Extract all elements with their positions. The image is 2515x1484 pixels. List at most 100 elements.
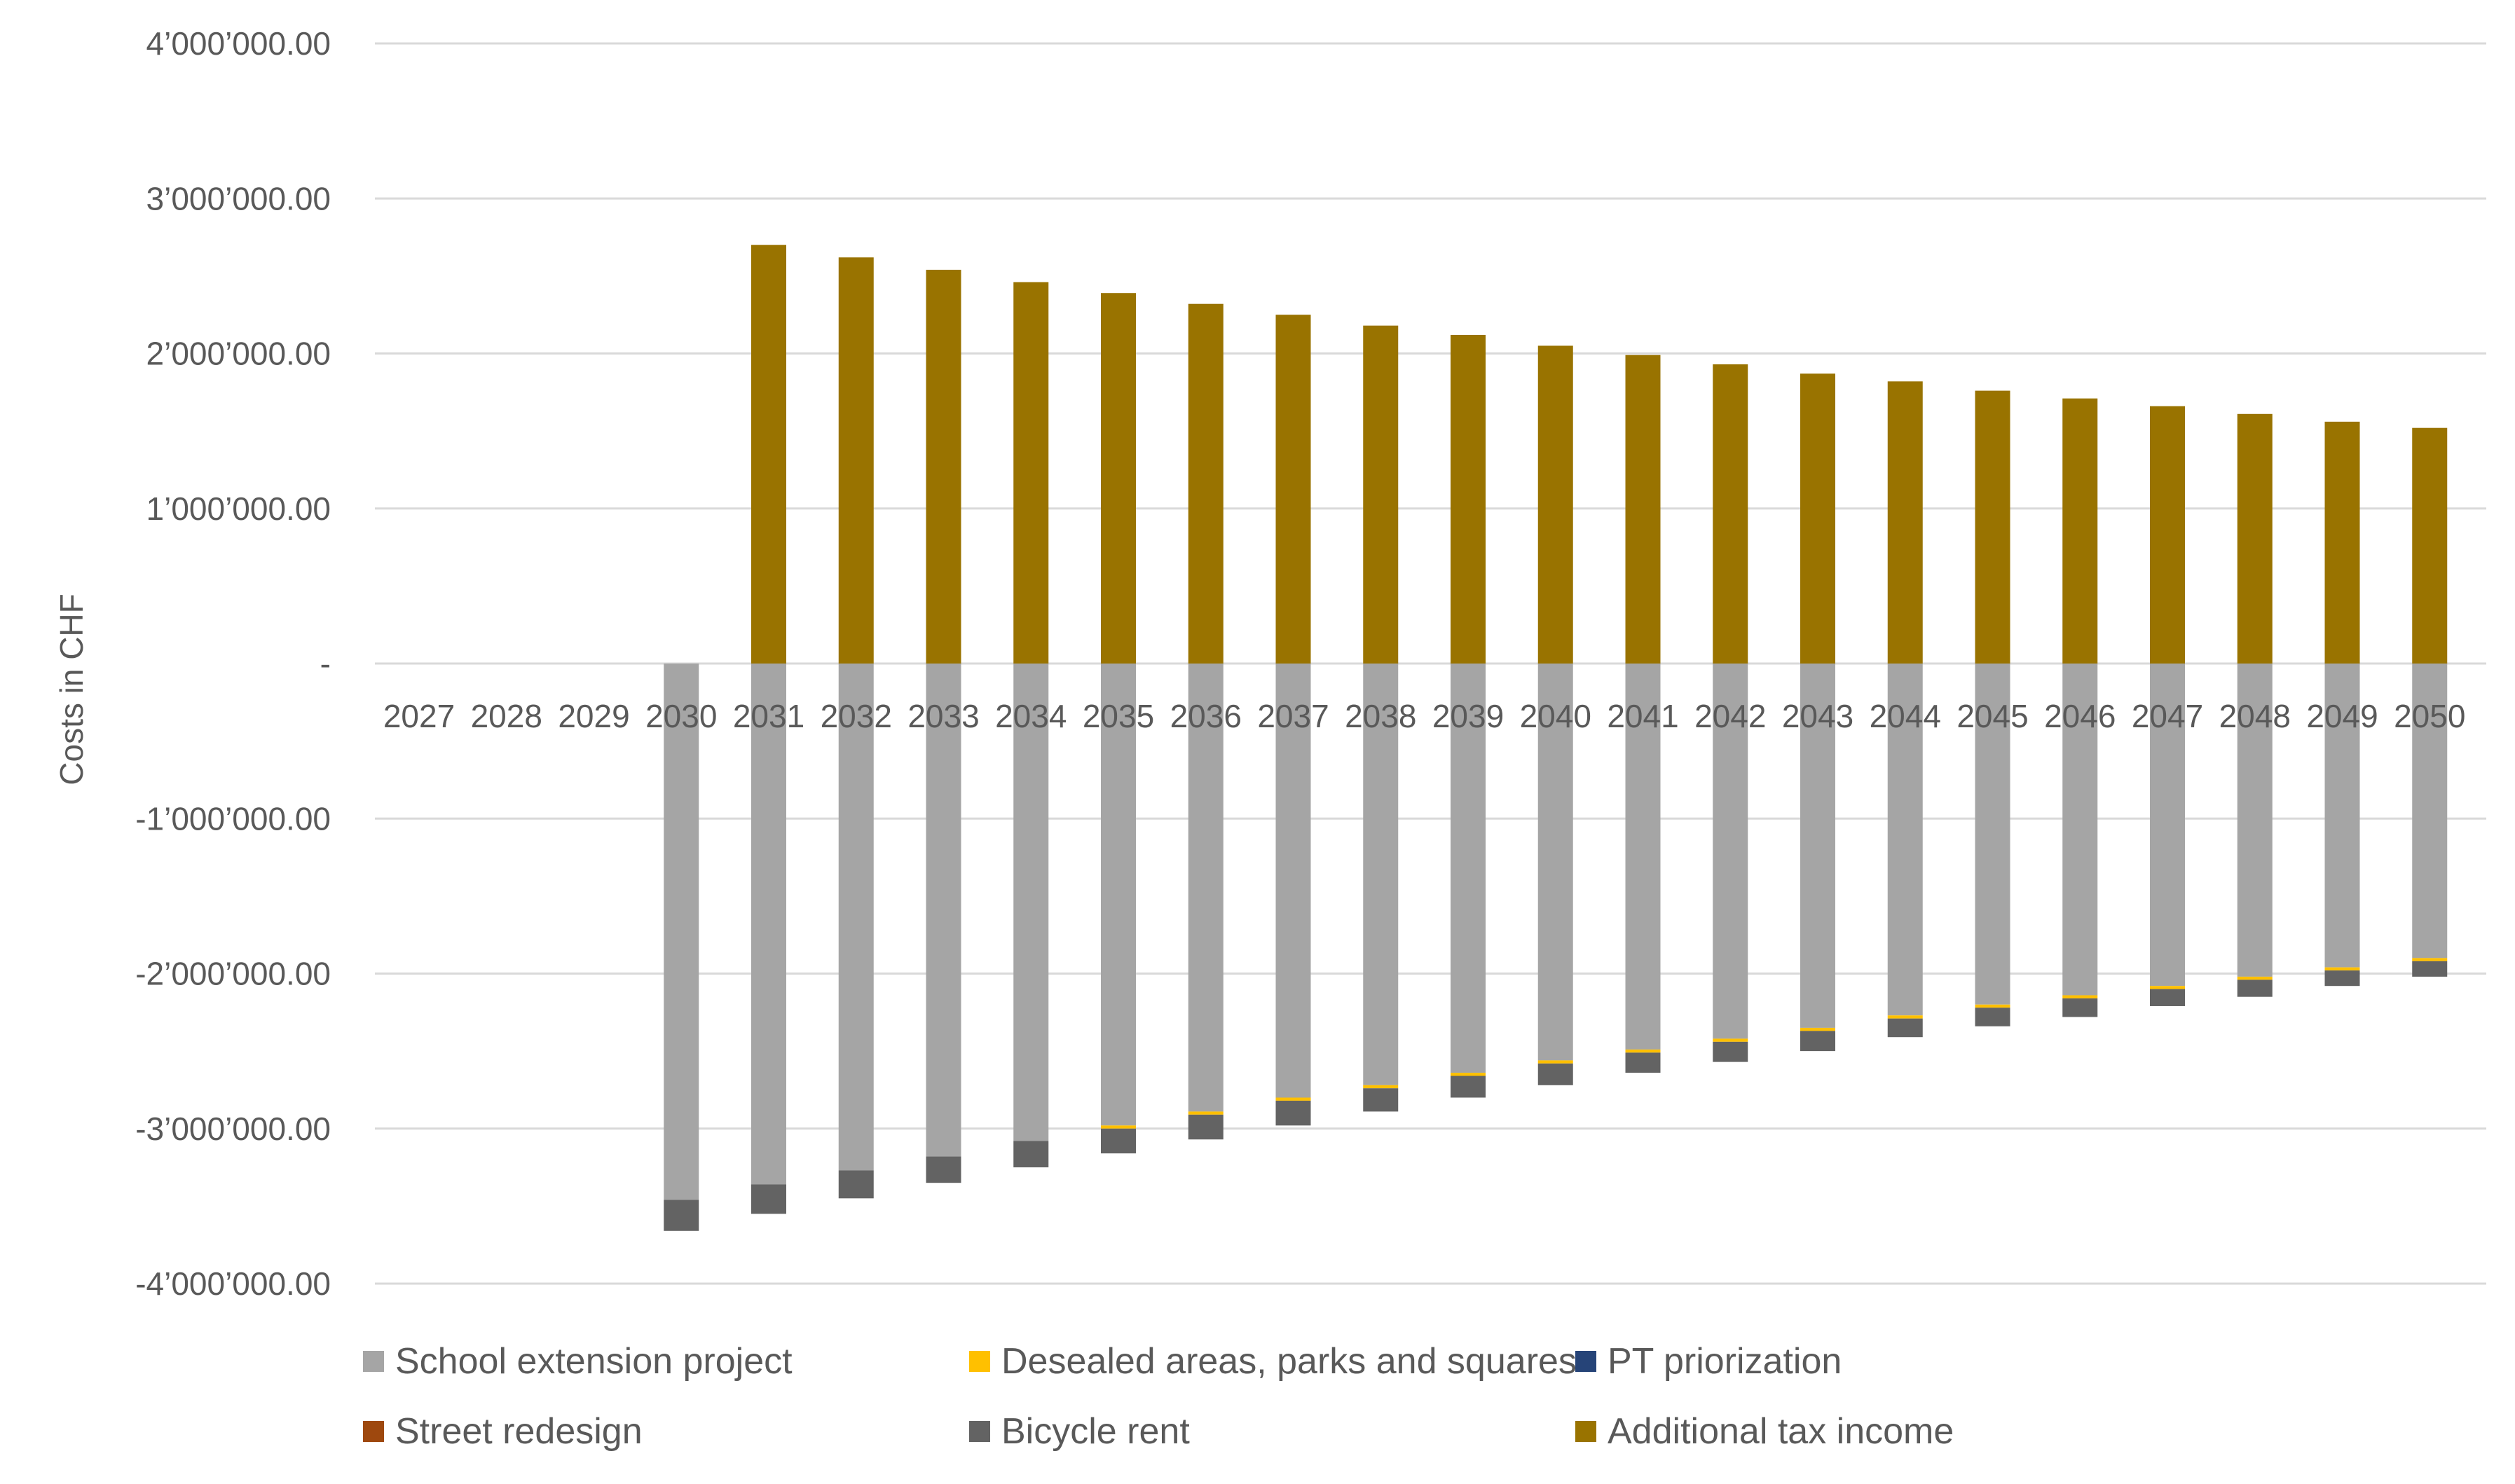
- x-tick-label: 2047: [2132, 698, 2203, 734]
- x-axis-ticks: 2027 2028 2029 2030 2031 2032 2033 2034 2035 2036…: [383, 698, 2466, 734]
- bar-additional-tax-income-2045: [1975, 390, 2010, 664]
- legend-label: PT priorization: [1608, 1341, 1842, 1382]
- bar-additional-tax-income-2034: [1013, 282, 1049, 664]
- legend-item: PT priorization: [1575, 1341, 1842, 1382]
- bar-bicycle-rent-2039: [1451, 1076, 1486, 1098]
- bar-school-extension-project-2041: [1625, 664, 1661, 1050]
- legend-swatch: [363, 1421, 384, 1442]
- x-tick-label: 2034: [995, 698, 1067, 734]
- bar-additional-tax-income-2035: [1101, 293, 1136, 664]
- bar-bicycle-rent-2038: [1363, 1088, 1399, 1112]
- bar-additional-tax-income-2043: [1800, 373, 1835, 664]
- bar-desealed-areas-parks-and-squares-2039: [1451, 1073, 1486, 1076]
- bar-additional-tax-income-2050: [2412, 427, 2448, 664]
- bar-additional-tax-income-2039: [1451, 334, 1486, 664]
- x-tick-label: 2039: [1432, 698, 1504, 734]
- bar-additional-tax-income-2048: [2237, 413, 2273, 664]
- bar-desealed-areas-parks-and-squares-2049: [2324, 967, 2360, 971]
- x-tick-label: 2037: [1257, 698, 1329, 734]
- x-tick-label: 2030: [645, 698, 717, 734]
- x-tick-label: 2040: [1520, 698, 1591, 734]
- bar-school-extension-project-2037: [1275, 664, 1311, 1098]
- bar-school-extension-project-2035: [1101, 664, 1136, 1126]
- legend-label: Bicycle rent: [1001, 1411, 1190, 1452]
- legend-label: Additional tax income: [1608, 1411, 1954, 1452]
- legend-swatch: [1575, 1351, 1596, 1372]
- x-tick-label: 2041: [1607, 698, 1678, 734]
- x-tick-label: 2044: [1870, 698, 1941, 734]
- bar-additional-tax-income-2041: [1625, 355, 1661, 664]
- legend-label: Street redesign: [395, 1411, 643, 1452]
- legend-item: School extension project: [363, 1341, 793, 1382]
- bar-desealed-areas-parks-and-squares-2046: [2062, 995, 2098, 998]
- x-tick-label: 2027: [383, 698, 455, 734]
- bar-school-extension-project-2031: [751, 664, 786, 1185]
- bar-bicycle-rent-2044: [1887, 1018, 1923, 1038]
- y-tick-label: 4’000’000.00: [146, 25, 331, 62]
- bar-bicycle-rent-2037: [1275, 1100, 1311, 1126]
- bar-additional-tax-income-2037: [1275, 315, 1311, 664]
- bar-additional-tax-income-2044: [1887, 381, 1923, 664]
- x-tick-label: 2038: [1345, 698, 1416, 734]
- bar-bicycle-rent-2049: [2324, 970, 2360, 987]
- bar-bicycle-rent-2034: [1013, 1141, 1049, 1168]
- bar-desealed-areas-parks-and-squares-2047: [2150, 986, 2185, 989]
- bar-additional-tax-income-2047: [2150, 406, 2185, 664]
- legend: School extension project Desealed areas, …: [363, 1341, 1954, 1452]
- bar-school-extension-project-2043: [1800, 664, 1835, 1028]
- bar-additional-tax-income-2032: [838, 257, 874, 664]
- bar-school-extension-project-2047: [2150, 664, 2185, 987]
- bar-desealed-areas-parks-and-squares-2040: [1537, 1060, 1573, 1064]
- x-tick-label: 2048: [2219, 698, 2291, 734]
- bar-additional-tax-income-2031: [751, 245, 786, 664]
- bar-additional-tax-income-2049: [2324, 421, 2360, 664]
- bar-desealed-areas-parks-and-squares-2036: [1188, 1111, 1224, 1115]
- bar-desealed-areas-parks-and-squares-2041: [1625, 1049, 1661, 1053]
- x-tick-label: 2043: [1782, 698, 1853, 734]
- x-tick-label: 2035: [1083, 698, 1154, 734]
- bar-additional-tax-income-2038: [1363, 325, 1399, 664]
- bar-school-extension-project-2033: [926, 664, 961, 1157]
- y-axis-ticks: 4’000’000.00 3’000’000.00 2’000’000.00 1’00…: [135, 25, 331, 1302]
- legend-item: Bicycle rent: [969, 1411, 1190, 1452]
- bar-bicycle-rent-2036: [1188, 1114, 1224, 1140]
- bar-school-extension-project-2044: [1887, 664, 1923, 1016]
- bar-school-extension-project-2049: [2324, 664, 2360, 968]
- bar-desealed-areas-parks-and-squares-2050: [2412, 958, 2448, 961]
- bar-school-extension-project-2032: [838, 664, 874, 1171]
- legend-swatch: [363, 1351, 384, 1372]
- y-tick-label: 3’000’000.00: [146, 180, 331, 217]
- legend-item: Additional tax income: [1575, 1411, 1954, 1452]
- bar-school-extension-project-2046: [2062, 664, 2098, 996]
- bar-bicycle-rent-2045: [1975, 1008, 2010, 1026]
- legend-label: School extension project: [395, 1341, 793, 1382]
- bar-school-extension-project-2050: [2412, 664, 2448, 959]
- x-tick-label: 2031: [733, 698, 804, 734]
- legend-item: Street redesign: [363, 1411, 643, 1452]
- bar-desealed-areas-parks-and-squares-2048: [2237, 976, 2273, 980]
- bar-bicycle-rent-2032: [838, 1170, 874, 1199]
- bar-bicycle-rent-2048: [2237, 980, 2273, 997]
- bar-additional-tax-income-2042: [1713, 364, 1748, 664]
- x-tick-label: 2036: [1170, 698, 1242, 734]
- legend-swatch: [969, 1351, 990, 1372]
- bar-bicycle-rent-2033: [926, 1156, 961, 1183]
- x-tick-label: 2028: [471, 698, 542, 734]
- y-tick-label: -3’000’000.00: [135, 1111, 331, 1147]
- y-tick-label: -1’000’000.00: [135, 800, 331, 837]
- bar-school-extension-project-2034: [1013, 664, 1049, 1141]
- legend-label: Desealed areas, parks and squares: [1001, 1341, 1577, 1382]
- bar-bicycle-rent-2040: [1537, 1063, 1573, 1085]
- bar-school-extension-project-2039: [1451, 664, 1486, 1073]
- x-tick-label: 2029: [558, 698, 629, 734]
- x-tick-label: 2046: [2044, 698, 2116, 734]
- x-tick-label: 2033: [907, 698, 979, 734]
- y-axis-title: Costs in CHF: [53, 593, 90, 785]
- bar-desealed-areas-parks-and-squares-2045: [1975, 1004, 2010, 1008]
- bar-desealed-areas-parks-and-squares-2043: [1800, 1027, 1835, 1031]
- bar-additional-tax-income-2033: [926, 270, 961, 664]
- x-tick-label: 2045: [1957, 698, 2028, 734]
- legend-swatch: [1575, 1421, 1596, 1442]
